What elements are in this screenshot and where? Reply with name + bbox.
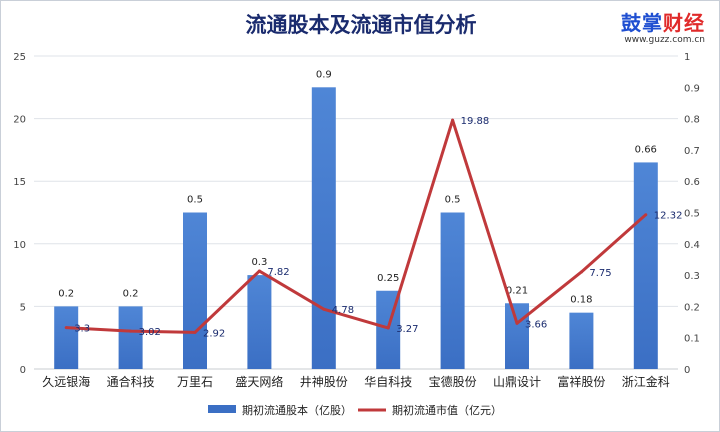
x-category-label: 富祥股份 [557,374,605,389]
y-left-tick-label: 0 [20,365,26,376]
y-right-tick-label: 0.8 [684,115,700,126]
bar-value-label: 0.5 [445,195,461,206]
brand-part1: 鼓掌 [621,11,663,35]
line-value-label: 19.88 [461,116,490,127]
legend-bar-swatch [208,405,236,413]
bar [633,162,658,369]
line-point [322,307,326,311]
x-category-label: 久远银海 [42,374,90,389]
x-category-label: 浙江金科 [622,374,670,389]
line-series-path [66,118,647,334]
bar [183,212,207,369]
line-value-label: 3.27 [396,324,418,335]
x-category-label: 井神股份 [300,375,348,389]
y-left-tick-label: 10 [13,240,26,251]
y-right-tick-label: 0.6 [684,177,700,188]
bar [505,303,529,369]
y-right-tick-label: 0.2 [684,302,700,313]
line-value-label: 3.3 [74,324,90,335]
bar [440,212,465,369]
line-point [64,326,68,330]
y-right-tick-label: 1 [684,52,690,63]
legend-bar-label: 期初流通股本（亿股） [242,403,352,417]
line-point [579,270,583,274]
bar-value-label: 0.25 [377,273,399,284]
x-category-label: 万里石 [177,375,213,389]
bar-value-label: 0.2 [58,288,74,299]
bar-value-label: 0.66 [635,144,657,155]
y-right-tick-label: 0.7 [684,146,700,157]
bar [54,306,79,369]
line-point [386,326,390,330]
line-value-label: 12.32 [654,211,683,222]
line-value-label: 7.82 [267,267,289,278]
x-category-label: 盛天网络 [235,374,283,389]
y-right-tick-label: 0.1 [684,334,700,345]
bar [569,312,594,369]
bar-value-label: 0.9 [316,69,332,80]
y-left-tick-label: 20 [13,115,26,126]
y-left-tick-label: 25 [13,52,26,63]
chart-title: 流通股本及流通市值分析 [245,12,477,37]
line-value-label: 2.92 [203,328,225,339]
y-right-tick-label: 0.4 [684,240,700,251]
y-right-tick-label: 0.3 [684,271,700,282]
y-right-tick-label: 0 [684,365,690,376]
x-category-label: 宝德股份 [429,374,477,389]
bar [247,275,272,369]
line-value-label: 7.75 [589,268,611,279]
bar [118,306,143,369]
y-left-tick-label: 15 [13,177,26,188]
bar-value-label: 0.21 [506,285,528,296]
bar-value-label: 0.5 [187,195,203,206]
brand-site: www.guzz.com.cn [624,35,705,45]
brand-logo: 鼓掌财经 [621,7,705,36]
y-right-tick-label: 0.5 [684,209,700,220]
x-category-label: 山鼎设计 [493,375,541,389]
line-point [515,321,519,325]
bar-value-label: 0.2 [123,288,139,299]
line-point [129,329,133,333]
line-value-label: 4.78 [332,305,354,316]
line-point [644,213,648,217]
y-left-tick-label: 5 [20,302,26,313]
y-right-tick-label: 0.9 [684,83,700,94]
line-point [257,269,261,273]
x-category-label: 华自科技 [364,375,412,389]
x-category-label: 通合科技 [107,374,155,389]
line-value-label: 3.02 [139,327,161,338]
brand-part2: 财经 [663,11,705,35]
line-value-label: 3.66 [525,319,547,330]
bar-value-label: 0.18 [570,295,592,306]
legend-line-label: 期初流通市值（亿元） [392,403,502,417]
bar [311,87,336,370]
line-point [451,118,455,122]
bar-value-label: 0.3 [251,257,267,268]
line-point [193,330,197,334]
